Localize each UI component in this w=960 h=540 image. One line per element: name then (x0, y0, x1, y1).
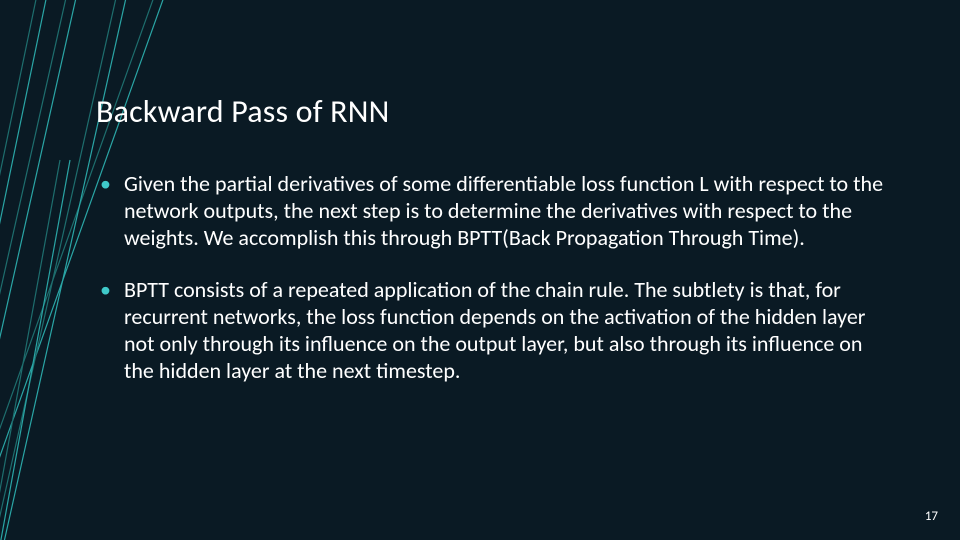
page-number: 17 (925, 509, 938, 524)
bullet-item: Given the partial derivatives of some di… (124, 171, 896, 251)
bullet-list: Given the partial derivatives of some di… (96, 171, 896, 385)
bullet-item: BPTT consists of a repeated application … (124, 277, 896, 384)
slide-title: Backward Pass of RNN (96, 92, 896, 131)
slide-content: Backward Pass of RNN Given the partial d… (96, 92, 896, 411)
